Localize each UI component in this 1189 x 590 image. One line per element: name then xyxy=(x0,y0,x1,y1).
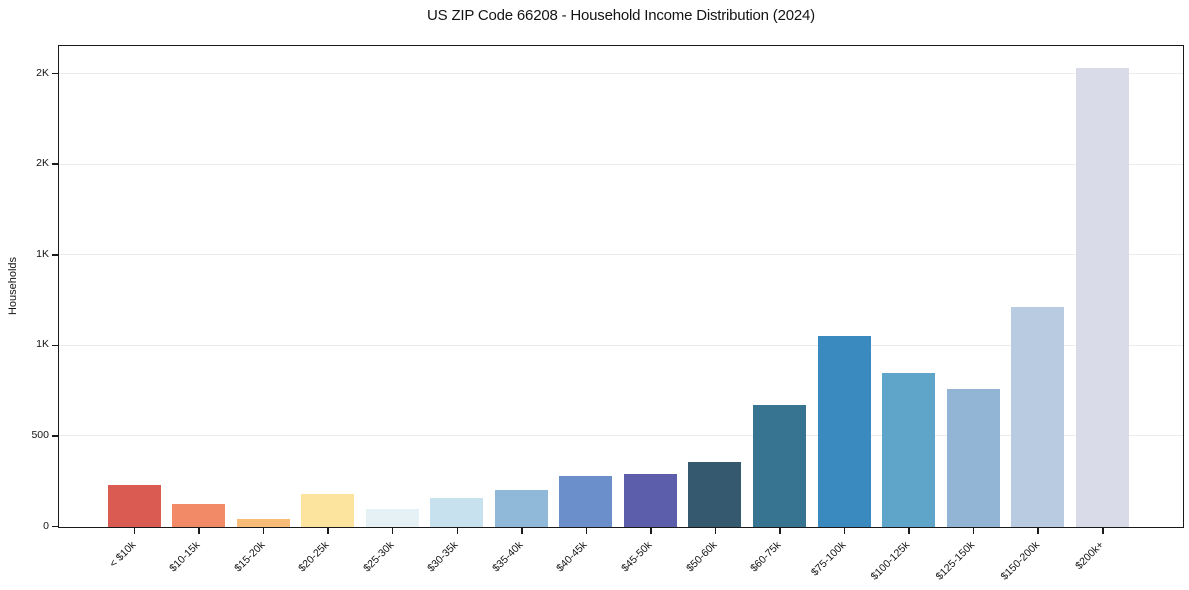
bar-10 xyxy=(688,461,742,527)
y-tick-label: 1K xyxy=(36,247,49,260)
y-tick-mark xyxy=(52,435,58,437)
bar-2 xyxy=(172,504,226,527)
x-tick-mark xyxy=(1102,527,1104,534)
bar-15 xyxy=(1011,307,1065,527)
bar-13 xyxy=(882,372,936,527)
x-tick-mark xyxy=(198,527,200,534)
x-tick-label: $60-75k xyxy=(748,538,784,574)
x-tick-label: $20-25k xyxy=(296,538,332,574)
bar-11 xyxy=(753,405,806,527)
bar-1 xyxy=(107,485,161,527)
x-tick-mark xyxy=(133,527,136,534)
x-tick-mark xyxy=(585,527,588,534)
bar-12 xyxy=(817,336,871,527)
y-tick-label: 2K xyxy=(36,157,49,170)
gridline xyxy=(59,254,1183,256)
bar-3 xyxy=(236,518,290,527)
y-axis-label: Households xyxy=(7,256,19,316)
bar-7 xyxy=(494,489,548,527)
y-tick-label: 2K xyxy=(36,66,49,79)
x-tick-label: $30-35k xyxy=(425,538,461,574)
x-tick-label: $50-60k xyxy=(683,538,719,574)
x-tick-mark xyxy=(908,527,910,534)
x-tick-mark xyxy=(1037,527,1039,534)
gridline xyxy=(59,344,1183,346)
bar-16 xyxy=(1075,67,1129,527)
x-tick-mark xyxy=(262,527,265,534)
bar-4 xyxy=(301,494,355,527)
x-tick-label: $100-125k xyxy=(869,538,913,583)
x-tick-mark xyxy=(521,527,523,534)
plot-area xyxy=(58,45,1184,528)
x-tick-mark xyxy=(391,527,394,534)
x-tick-mark xyxy=(456,527,458,534)
y-tick-mark xyxy=(52,72,58,75)
chart-title: US ZIP Code 66208 - Household Income Dis… xyxy=(427,7,815,24)
x-tick-label: < $10k xyxy=(106,538,138,570)
y-tick-mark xyxy=(52,254,58,256)
gridline xyxy=(59,73,1183,75)
y-tick-label: 0 xyxy=(43,519,49,532)
x-tick-label: $75-100k xyxy=(808,538,849,578)
x-tick-label: $35-40k xyxy=(489,538,526,574)
x-tick-mark xyxy=(650,527,652,534)
bar-14 xyxy=(946,389,1000,527)
bar-5 xyxy=(365,508,419,527)
x-tick-label: $40-45k xyxy=(554,538,590,574)
y-tick-mark xyxy=(52,344,58,347)
x-tick-label: $15-20k xyxy=(231,538,268,574)
x-tick-mark xyxy=(972,527,975,534)
gridline xyxy=(59,435,1183,437)
y-tick-label: 1K xyxy=(36,338,49,351)
x-tick-mark xyxy=(843,527,846,534)
y-tick-mark xyxy=(52,525,58,528)
x-tick-label: $200k+ xyxy=(1073,538,1107,572)
y-tick-label: 500 xyxy=(31,428,49,441)
y-tick-mark xyxy=(52,163,58,165)
x-tick-label: $10-15k xyxy=(167,538,203,574)
bar-9 xyxy=(623,474,677,527)
x-tick-label: $25-30k xyxy=(360,538,397,574)
x-tick-mark xyxy=(714,527,717,534)
x-tick-label: $150-200k xyxy=(998,538,1042,583)
x-tick-label: $125-150k xyxy=(933,538,978,583)
x-tick-label: $45-50k xyxy=(619,538,655,574)
x-tick-mark xyxy=(779,527,781,534)
bar-6 xyxy=(430,497,484,527)
gridline xyxy=(59,163,1183,165)
x-tick-mark xyxy=(327,527,329,534)
bar-8 xyxy=(559,476,613,527)
